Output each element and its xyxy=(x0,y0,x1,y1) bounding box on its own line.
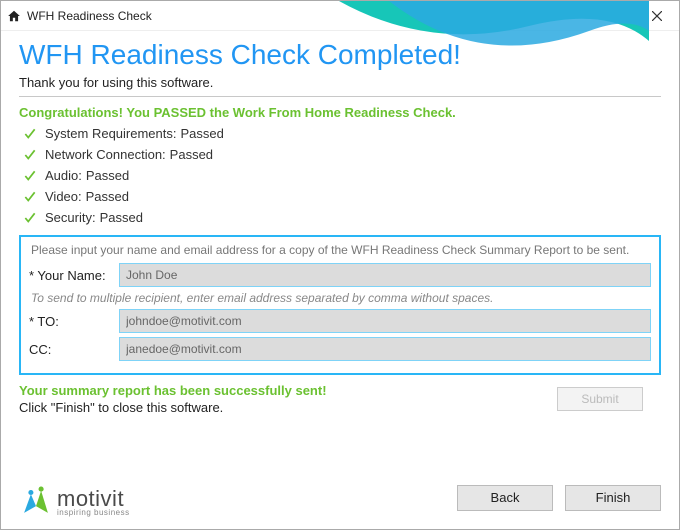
footer: motivit inspiring business Back Finish xyxy=(1,473,679,529)
check-label: Security: xyxy=(45,210,96,225)
logo-tagline: inspiring business xyxy=(57,508,130,517)
close-button[interactable] xyxy=(634,1,679,31)
check-status: Passed xyxy=(100,210,143,225)
check-item-security: Security: Passed xyxy=(23,210,661,225)
form-row-cc: CC: xyxy=(29,337,651,361)
check-item-network: Network Connection: Passed xyxy=(23,147,661,162)
check-status: Passed xyxy=(86,189,129,204)
check-icon xyxy=(23,190,45,204)
name-input[interactable] xyxy=(119,263,651,287)
to-input[interactable] xyxy=(119,309,651,333)
check-status: Passed xyxy=(181,126,224,141)
check-icon xyxy=(23,211,45,225)
submit-button: Submit xyxy=(557,387,643,411)
cc-label: CC: xyxy=(29,342,119,357)
check-item-audio: Audio: Passed xyxy=(23,168,661,183)
form-row-name: * Your Name: xyxy=(29,263,651,287)
thank-you-text: Thank you for using this software. xyxy=(19,75,661,90)
home-icon xyxy=(7,9,21,23)
form-instruction: Please input your name and email address… xyxy=(31,243,651,257)
logo-icon xyxy=(19,484,53,518)
content-area: WFH Readiness Check Completed! Thank you… xyxy=(1,31,679,423)
check-label: System Requirements: xyxy=(45,126,177,141)
maximize-button[interactable] xyxy=(589,1,634,31)
check-label: Audio: xyxy=(45,168,82,183)
titlebar: WFH Readiness Check xyxy=(1,1,679,31)
logo-text: motivit inspiring business xyxy=(57,486,130,517)
check-label: Video: xyxy=(45,189,82,204)
page-headline: WFH Readiness Check Completed! xyxy=(19,39,661,71)
pass-headline: Congratulations! You PASSED the Work Fro… xyxy=(19,105,661,120)
finish-button[interactable]: Finish xyxy=(565,485,661,511)
form-row-to: * TO: xyxy=(29,309,651,333)
cc-input[interactable] xyxy=(119,337,651,361)
to-label: * TO: xyxy=(29,314,119,329)
back-button[interactable]: Back xyxy=(457,485,553,511)
app-window: WFH Readiness Check WFH Readiness Check … xyxy=(0,0,680,530)
check-item-system: System Requirements: Passed xyxy=(23,126,661,141)
check-icon xyxy=(23,148,45,162)
report-form: Please input your name and email address… xyxy=(19,235,661,375)
logo: motivit inspiring business xyxy=(19,484,130,518)
multi-recipient-note: To send to multiple recipient, enter ema… xyxy=(31,291,651,305)
check-icon xyxy=(23,127,45,141)
window-title: WFH Readiness Check xyxy=(27,9,152,23)
window-controls xyxy=(544,1,679,31)
check-status: Passed xyxy=(86,168,129,183)
footer-buttons: Back Finish xyxy=(457,485,661,511)
check-icon xyxy=(23,169,45,183)
check-list: System Requirements: Passed Network Conn… xyxy=(23,126,661,225)
divider xyxy=(19,96,661,97)
check-label: Network Connection: xyxy=(45,147,166,162)
check-item-video: Video: Passed xyxy=(23,189,661,204)
name-label: * Your Name: xyxy=(29,268,119,283)
check-status: Passed xyxy=(170,147,213,162)
minimize-button[interactable] xyxy=(544,1,589,31)
